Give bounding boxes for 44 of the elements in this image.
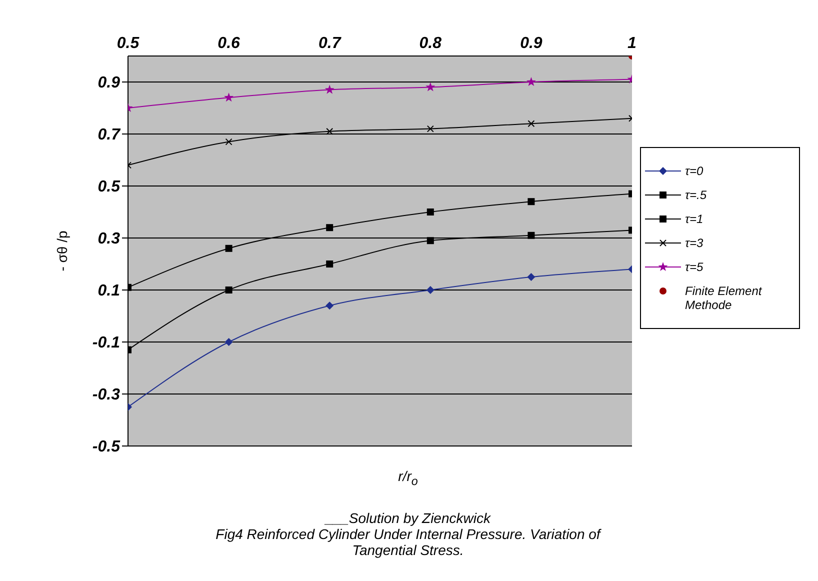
x-tick-label: 0.7 — [318, 35, 342, 52]
y-tick-label: -0.1 — [92, 334, 120, 352]
x-tick-label: 0.5 — [116, 35, 140, 52]
legend-label: τ=0 — [685, 164, 704, 178]
point — [528, 232, 535, 239]
point — [527, 273, 536, 281]
caption: Fig4 Reinforced Cylinder Under Internal Pressure. Variation of Tangential Stress. — [214, 526, 602, 558]
point — [326, 224, 334, 232]
y-tick-label: -0.3 — [92, 386, 120, 404]
x-tick-label: 0.9 — [520, 35, 542, 52]
point — [426, 82, 436, 92]
legend-label: τ=3 — [685, 236, 704, 250]
y-tick-label: 0.5 — [98, 178, 122, 196]
legend-label: Finite Element Methode — [685, 284, 763, 312]
legend-label: τ=5 — [685, 260, 704, 274]
point — [225, 244, 232, 252]
point — [528, 198, 535, 206]
point — [224, 338, 233, 346]
point — [225, 286, 232, 294]
point — [225, 138, 232, 146]
point — [526, 77, 536, 86]
legend-label: τ=.5 — [685, 188, 707, 202]
legend-label: τ=1 — [685, 212, 704, 226]
y-tick-label: 0.3 — [98, 230, 120, 248]
y-tick-label: 0.7 — [98, 126, 122, 144]
y-tick-label: 0.1 — [98, 282, 120, 300]
point — [326, 260, 334, 268]
x-tick-label: 0.6 — [218, 35, 240, 52]
text: ___Solution by Zienckwick — [324, 510, 492, 526]
y-tick-label: -0.5 — [92, 438, 122, 456]
y-axis-title: - σθ /p — [54, 230, 70, 272]
point — [426, 125, 434, 132]
point — [528, 120, 535, 128]
x-tick-label: 0.8 — [419, 35, 442, 52]
x-axis-title: r/r$_{o}$ — [397, 468, 419, 488]
point — [326, 128, 334, 135]
point — [426, 286, 434, 294]
point — [426, 237, 434, 244]
point — [326, 302, 334, 310]
x-tick-label: 1 — [628, 35, 637, 52]
point — [324, 84, 334, 94]
point — [426, 208, 434, 216]
point — [224, 92, 234, 102]
y-tick-label: 0.9 — [98, 74, 120, 92]
